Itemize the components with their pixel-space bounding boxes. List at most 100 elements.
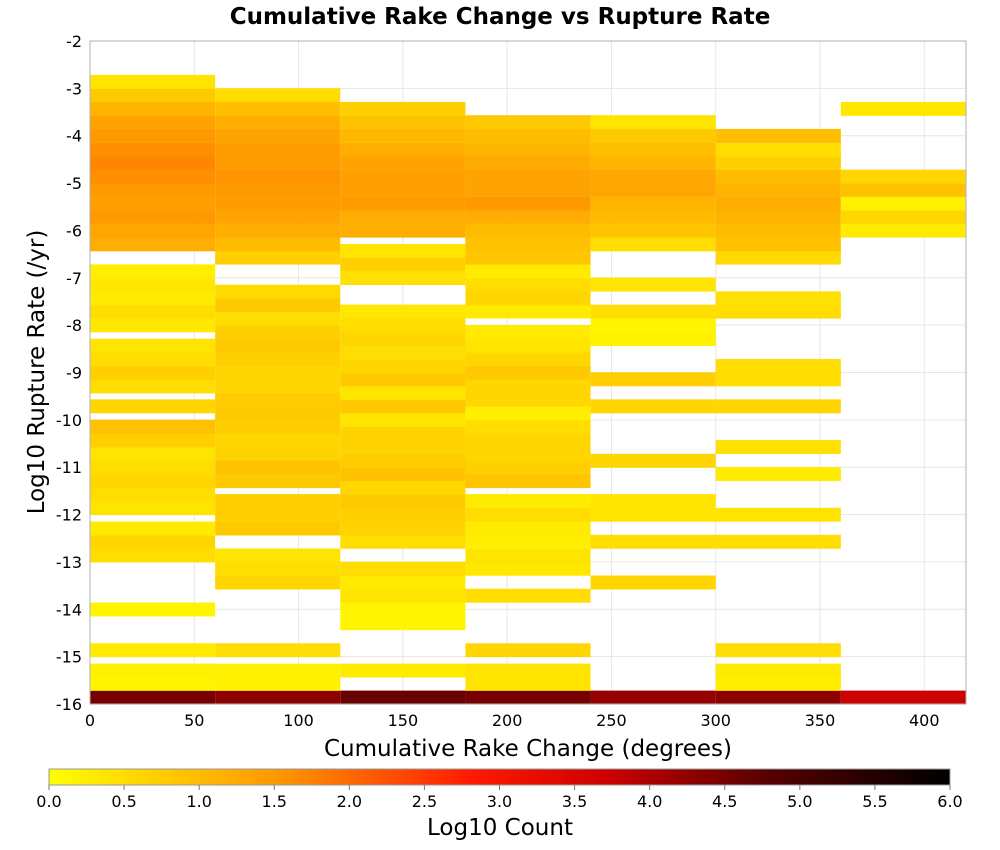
heatmap-cell [340,507,466,522]
colorbar-tick-label: 1.0 [186,792,211,811]
heatmap-cell [590,332,716,347]
heatmap-cell [715,690,841,705]
heatmap-cell [90,209,216,224]
y-axis-ticks: -2 -3 -4 -5 -6 -7 -8 -9 -10 -11 -12 -13 -14 -15 -16 [56,32,82,714]
heatmap-cell [840,169,966,184]
heatmap-cell [90,643,216,658]
heatmap-cell [465,588,591,603]
heatmap-cell [340,588,466,603]
heatmap-cell [465,561,591,576]
heatmap-cell [840,101,966,116]
heatmap-cell [90,474,216,489]
heatmap-cell [590,209,716,224]
heatmap-cell [340,663,466,678]
heatmap-cell [215,311,341,326]
y-axis-label: Log10 Rupture Rate (/yr) [24,230,50,515]
heatmap-cell [590,196,716,211]
heatmap-cell [90,264,216,279]
heatmap-cell [590,182,716,197]
heatmap-cell [715,467,841,482]
y-tick-label: -16 [56,695,82,714]
heatmap-cell [90,676,216,691]
heatmap-cell [465,304,591,319]
y-tick-label: -13 [56,553,82,572]
heatmap-cell [465,676,591,691]
heatmap-cell [465,209,591,224]
heatmap-cell [340,304,466,319]
colorbar-ticks: 0.0 0.5 1.0 1.5 2.0 2.5 3.0 3.5 4.0 4.5 5.0 5.5 6.0 [36,785,963,811]
heatmap-cell [465,446,591,461]
heatmap-cell [215,142,341,157]
heatmap-cell [90,487,216,502]
heatmap-cell [590,169,716,184]
heatmap-cell [715,128,841,143]
heatmap-cell [90,399,216,414]
heatmap-cell [340,467,466,482]
colorbar-tick-label: 5.5 [862,792,887,811]
heatmap-cell [340,453,466,468]
heatmap-cell [90,74,216,89]
y-tick-label: -12 [56,506,82,525]
heatmap-cell [590,453,716,468]
y-tick-label: -2 [66,32,82,51]
heatmap-cell [215,379,341,394]
heatmap-cell [215,433,341,448]
x-tick-label: 50 [184,711,204,730]
heatmap-cell [465,392,591,407]
heatmap-cell [90,446,216,461]
heatmap-cell [715,534,841,549]
heatmap-cell [590,575,716,590]
heatmap-cell [90,128,216,143]
heatmap-cell [465,115,591,130]
y-tick-label: -10 [56,411,82,430]
heatmap-cell [215,250,341,265]
heatmap-cell [90,690,216,705]
heatmap-cell [90,169,216,184]
heatmap-cell [340,332,466,347]
heatmap-cell [90,277,216,292]
heatmap-cell [340,182,466,197]
heatmap-cell [215,561,341,576]
heatmap-cell [340,494,466,509]
heatmap-cell [340,128,466,143]
heatmap-cell [715,155,841,170]
plot-frame [89,40,967,705]
heatmap-cell [465,460,591,475]
heatmap-cell [215,474,341,489]
heatmap-cell [215,209,341,224]
heatmap-cell [340,142,466,157]
heatmap-cell [465,643,591,658]
y-tick-label: -11 [56,458,82,477]
heatmap-cell [465,338,591,353]
heatmap-cell [340,575,466,590]
heatmap-cell [90,318,216,333]
heatmap-cell [590,277,716,292]
heatmap-cell [465,351,591,366]
heatmap-cell [715,142,841,157]
heatmap-cell [90,548,216,563]
heatmap-cell [715,440,841,455]
heatmap-cell [715,182,841,197]
x-tick-label: 100 [283,711,314,730]
colorbar-tick-label: 2.0 [337,792,362,811]
heatmap-cell [215,351,341,366]
heatmap-cell [590,115,716,130]
heatmap-cell [465,128,591,143]
heatmap-cell [340,399,466,414]
heatmap-cells [90,74,966,705]
heatmap-cell [465,237,591,252]
y-tick-label: -7 [66,269,82,288]
heatmap-cell [340,440,466,455]
heatmap-cell [715,643,841,658]
heatmap-cell [465,291,591,306]
heatmap-cell [590,318,716,333]
heatmap-cell [215,676,341,691]
y-tick-label: -14 [56,600,82,619]
heatmap-cell [215,155,341,170]
heatmap-cell [715,372,841,387]
heatmap-cell [465,196,591,211]
heatmap-cell [90,602,216,617]
heatmap-cell [215,446,341,461]
heatmap-cell [465,521,591,536]
heatmap-cell [340,223,466,238]
